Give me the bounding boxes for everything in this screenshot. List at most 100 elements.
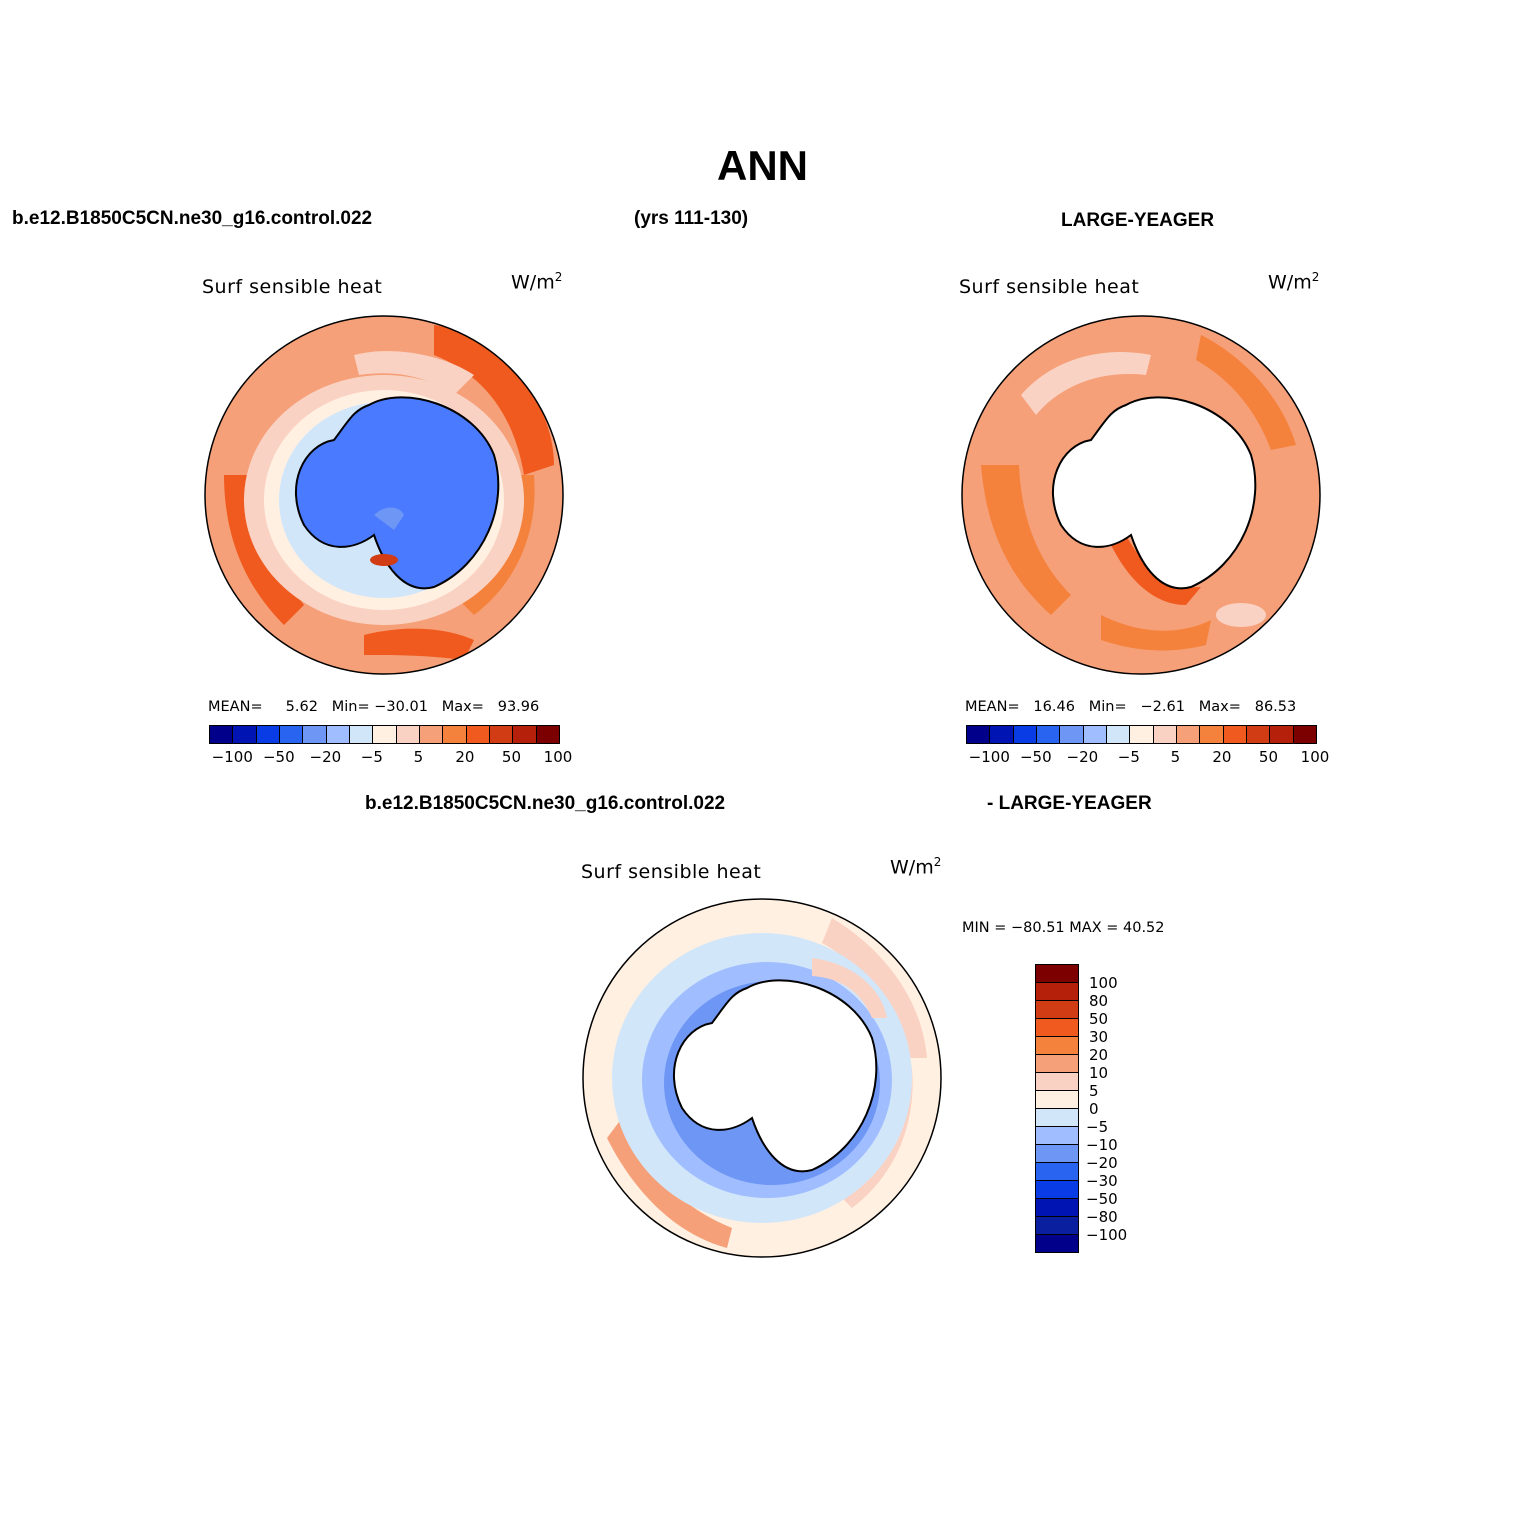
main-title: ANN bbox=[717, 142, 808, 189]
colorbar-swatch bbox=[303, 726, 327, 743]
panel3-colorbar bbox=[1035, 964, 1079, 1253]
colorbar-tick-label: −100 bbox=[211, 748, 253, 766]
colorbar-swatch bbox=[210, 726, 234, 743]
diff-case-left: b.e12.B1850C5CN.ne30_g16.control.022 bbox=[365, 793, 726, 814]
panel1-title: Surf sensible heat bbox=[202, 276, 383, 298]
colorbar-swatch bbox=[396, 726, 420, 743]
years-label: (yrs 111-130) bbox=[634, 208, 749, 229]
colorbar-swatch bbox=[489, 726, 514, 743]
panel1-stats: MEAN= 5.62 Min= −30.01 Max= 93.96 bbox=[208, 699, 540, 715]
colorbar-tick-label: 100 bbox=[543, 748, 573, 766]
colorbar-swatch bbox=[1200, 726, 1224, 743]
panel2-colorbar bbox=[966, 725, 1317, 744]
colorbar-swatch bbox=[1013, 726, 1037, 743]
colorbar-swatch bbox=[1036, 1037, 1078, 1055]
colorbar-swatch bbox=[233, 726, 257, 743]
colorbar-swatch bbox=[513, 726, 537, 743]
case-name-left: b.e12.B1850C5CN.ne30_g16.control.022 bbox=[12, 208, 373, 229]
panel2-polar-map bbox=[961, 315, 1321, 675]
colorbar-swatch bbox=[419, 726, 444, 743]
colorbar-swatch bbox=[1153, 726, 1177, 743]
panel3-minmax: MIN = −80.51 MAX = 40.52 bbox=[962, 920, 1165, 936]
colorbar-swatch bbox=[1083, 726, 1107, 743]
colorbar-swatch bbox=[1293, 726, 1316, 743]
panel3-polar-map bbox=[582, 898, 942, 1258]
colorbar-tick-label: 80 bbox=[1089, 992, 1109, 1010]
panel3-units: W/m2 bbox=[890, 855, 942, 879]
colorbar-swatch bbox=[256, 726, 280, 743]
colorbar-swatch bbox=[373, 726, 397, 743]
panel2-colorbar-labels: −100 −50 −20 −5 5 20 50 100 bbox=[966, 748, 1330, 768]
colorbar-tick-label: 50 bbox=[501, 748, 521, 766]
colorbar-tick-label: −100 bbox=[1086, 1226, 1128, 1244]
colorbar-tick-label: −50 bbox=[1019, 748, 1052, 766]
colorbar-tick-label: 100 bbox=[1300, 748, 1330, 766]
colorbar-swatch bbox=[1036, 1163, 1078, 1181]
colorbar-swatch bbox=[1223, 726, 1247, 743]
colorbar-swatch bbox=[1036, 1055, 1078, 1073]
colorbar-swatch bbox=[443, 726, 467, 743]
colorbar-swatch bbox=[466, 726, 490, 743]
colorbar-tick-label: 50 bbox=[1258, 748, 1278, 766]
colorbar-swatch bbox=[1270, 726, 1294, 743]
colorbar-swatch bbox=[1130, 726, 1154, 743]
colorbar-swatch bbox=[1036, 965, 1078, 983]
colorbar-tick-label: 20 bbox=[1089, 1046, 1109, 1064]
colorbar-swatch bbox=[1036, 1109, 1078, 1127]
colorbar-swatch bbox=[1036, 1181, 1078, 1199]
colorbar-swatch bbox=[1036, 1199, 1078, 1217]
panel1-units: W/m2 bbox=[511, 270, 563, 294]
colorbar-swatch bbox=[1036, 1019, 1078, 1037]
colorbar-tick-label: −20 bbox=[1066, 748, 1099, 766]
colorbar-tick-label: 5 bbox=[413, 748, 424, 766]
colorbar-tick-label: −80 bbox=[1086, 1208, 1118, 1226]
colorbar-tick-label: 5 bbox=[1089, 1082, 1099, 1100]
colorbar-tick-label: 20 bbox=[455, 748, 475, 766]
panel3-title: Surf sensible heat bbox=[581, 861, 762, 883]
colorbar-tick-label: −50 bbox=[1086, 1190, 1118, 1208]
colorbar-swatch bbox=[967, 726, 991, 743]
colorbar-tick-label: 5 bbox=[1170, 748, 1181, 766]
colorbar-swatch bbox=[990, 726, 1014, 743]
colorbar-swatch bbox=[536, 726, 559, 743]
colorbar-swatch bbox=[1036, 1001, 1078, 1019]
colorbar-tick-label: −20 bbox=[309, 748, 342, 766]
case-name-right: LARGE-YEAGER bbox=[1061, 210, 1215, 231]
colorbar-tick-label: −5 bbox=[360, 748, 383, 766]
colorbar-tick-label: −5 bbox=[1117, 748, 1140, 766]
colorbar-swatch bbox=[1106, 726, 1131, 743]
panel1-colorbar-labels: −100 −50 −20 −5 5 20 50 100 bbox=[209, 748, 573, 768]
panel2-units: W/m2 bbox=[1268, 270, 1320, 294]
colorbar-tick-label: 50 bbox=[1089, 1010, 1109, 1028]
colorbar-tick-label: 10 bbox=[1089, 1064, 1109, 1082]
colorbar-swatch bbox=[1036, 1127, 1078, 1145]
colorbar-swatch bbox=[1036, 726, 1061, 743]
colorbar-swatch bbox=[1036, 983, 1078, 1001]
panel1-colorbar bbox=[209, 725, 560, 744]
colorbar-swatch bbox=[1036, 1145, 1078, 1163]
colorbar-tick-label: −50 bbox=[262, 748, 295, 766]
colorbar-tick-label: 20 bbox=[1212, 748, 1232, 766]
panel2-stats: MEAN= 16.46 Min= −2.61 Max= 86.53 bbox=[965, 699, 1297, 715]
colorbar-tick-label: −5 bbox=[1086, 1118, 1109, 1136]
panel3-colorbar-labels: 100 80 50 30 20 10 5 0 −5 −10 −20 −30 −50 −80 −100 bbox=[1086, 964, 1146, 1254]
colorbar-tick-label: 0 bbox=[1089, 1100, 1099, 1118]
colorbar-swatch bbox=[326, 726, 350, 743]
colorbar-tick-label: −10 bbox=[1086, 1136, 1118, 1154]
colorbar-tick-label: −20 bbox=[1086, 1154, 1118, 1172]
colorbar-swatch bbox=[1036, 1235, 1078, 1252]
colorbar-tick-label: −30 bbox=[1086, 1172, 1118, 1190]
colorbar-swatch bbox=[349, 726, 374, 743]
colorbar-swatch bbox=[1176, 726, 1201, 743]
diff-case-right: - LARGE-YEAGER bbox=[987, 793, 1152, 814]
colorbar-swatch bbox=[1036, 1073, 1078, 1091]
colorbar-tick-label: 100 bbox=[1089, 974, 1118, 992]
colorbar-swatch bbox=[1246, 726, 1271, 743]
panel1-polar-map bbox=[204, 315, 564, 675]
colorbar-swatch bbox=[279, 726, 304, 743]
colorbar-swatch bbox=[1060, 726, 1084, 743]
colorbar-swatch bbox=[1036, 1217, 1078, 1235]
colorbar-swatch bbox=[1036, 1091, 1078, 1109]
panel2-title: Surf sensible heat bbox=[959, 276, 1140, 298]
colorbar-tick-label: 30 bbox=[1089, 1028, 1109, 1046]
